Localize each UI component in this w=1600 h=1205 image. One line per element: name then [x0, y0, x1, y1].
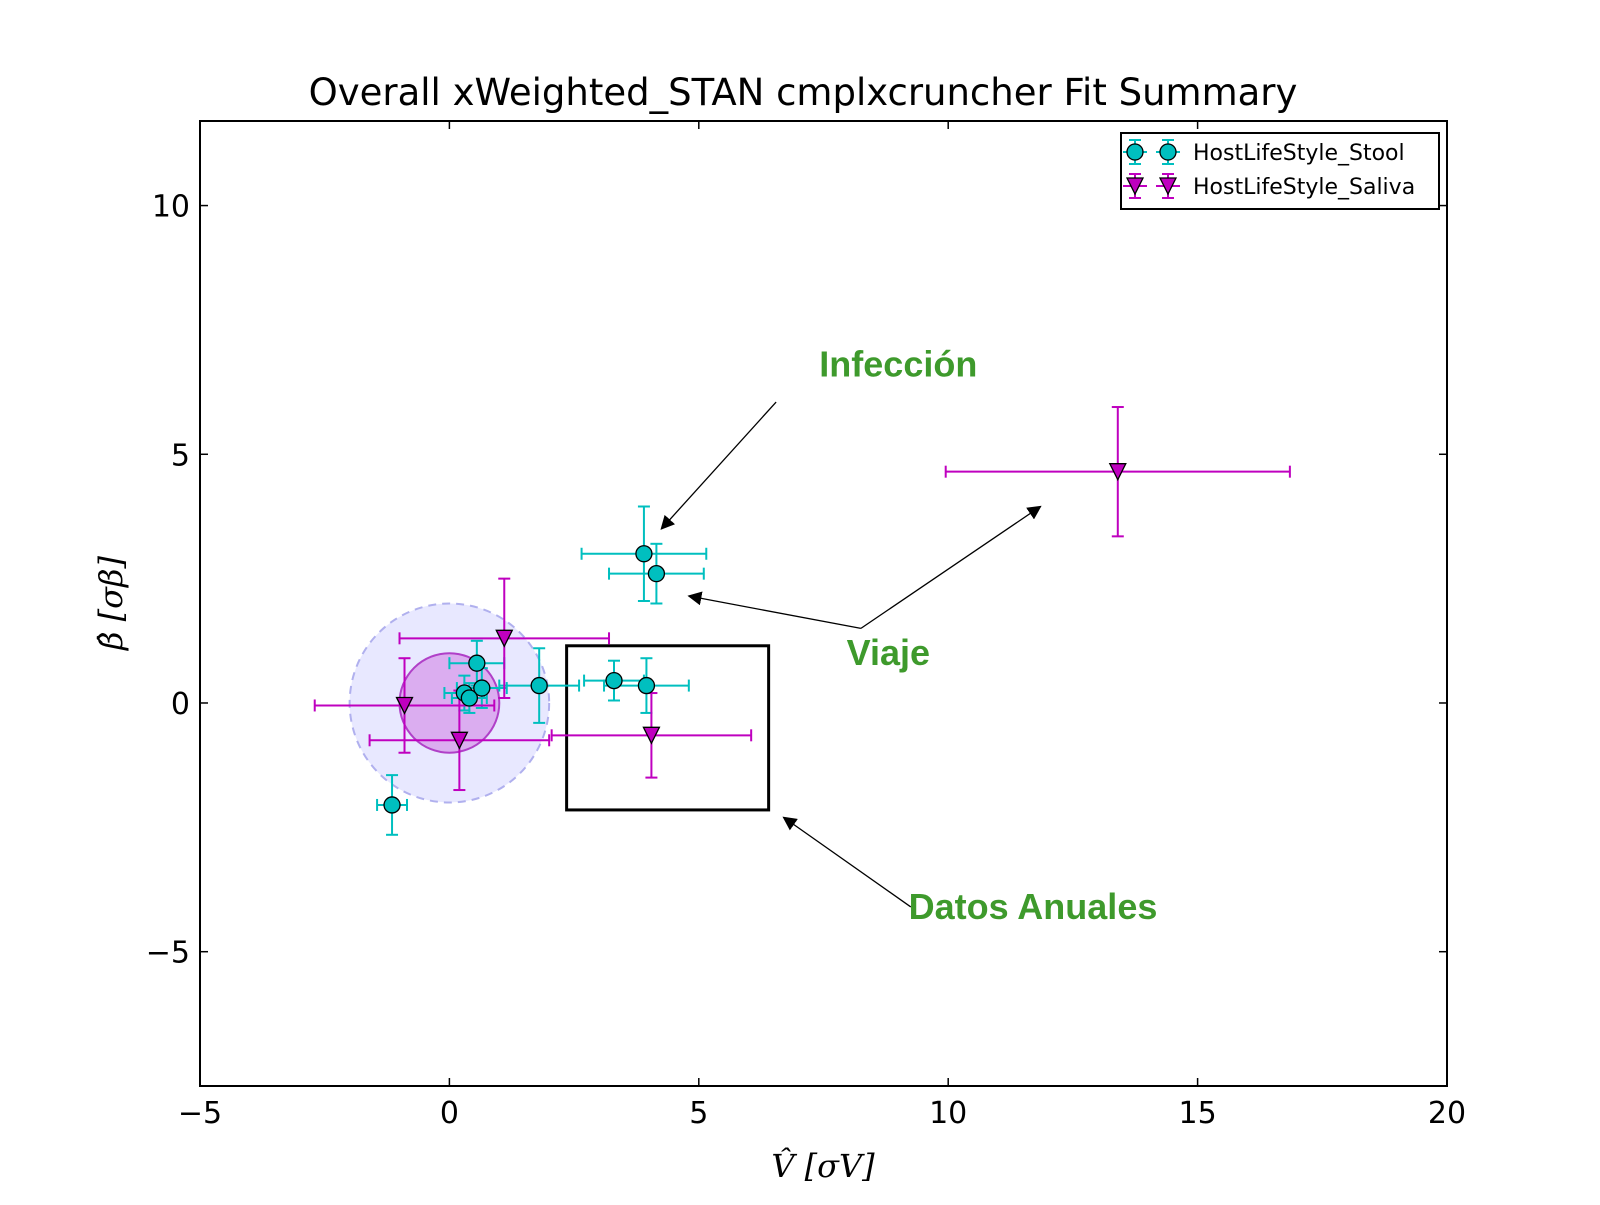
legend-marker: [1158, 177, 1178, 196]
x-tick-label: 0: [440, 1096, 459, 1131]
y-tick-label: 10: [152, 190, 190, 225]
x-tick-label: 10: [929, 1096, 967, 1131]
annotation-label: Infección: [819, 344, 977, 385]
annotation-label: Datos Anuales: [909, 886, 1158, 927]
legend-entry-1: HostLifeStyle_Saliva: [1123, 173, 1415, 200]
points-HostLifeStyle_Saliva: [395, 463, 1127, 750]
data-point-circle: [530, 676, 548, 695]
data-point-circle: [473, 679, 491, 697]
y-tick-label: −5: [146, 936, 190, 971]
data-point-circle: [647, 565, 666, 583]
legend-marker: [1126, 143, 1144, 161]
annotation-arrow: [782, 816, 912, 908]
annotation-arrow: [860, 505, 1042, 629]
x-tick-label: 20: [1428, 1096, 1466, 1131]
data-point-circle: [468, 654, 486, 672]
x-tick-label: 5: [689, 1096, 708, 1131]
data-point-circle: [637, 676, 656, 695]
points-HostLifeStyle_Stool: [383, 545, 666, 814]
data-point-triangle: [642, 726, 661, 745]
axis-ticks: −5 0 5 10 15 20 −5 0 5 10: [146, 121, 1466, 1131]
legend-box: [1120, 132, 1440, 210]
background-shapes: [348, 602, 771, 812]
annotation-1: Viaje: [687, 505, 1042, 673]
chart-title: Overall xWeighted_STAN cmplxcruncher Fit…: [309, 71, 1298, 114]
data-point-triangle: [495, 629, 514, 648]
annotation-2: Datos Anuales: [782, 816, 1158, 927]
data-point-circle: [635, 545, 653, 563]
x-axis-label: V̂ [σV]: [771, 1147, 875, 1185]
data-points: [383, 463, 1127, 814]
annotations: Infección Viaje Datos Anuales: [660, 344, 1158, 927]
plot-area-frame: [199, 120, 1448, 1087]
annotation-label: Viaje: [847, 632, 930, 673]
data-point-circle: [460, 689, 479, 707]
annotation-0: Infección: [660, 344, 977, 530]
highlight-box: [565, 644, 771, 812]
data-point-triangle: [450, 731, 469, 750]
data-point-triangle: [395, 696, 414, 715]
legend-label: HostLifeStyle_Stool: [1193, 141, 1405, 166]
legend-marker: [1125, 177, 1145, 196]
legend-label: HostLifeStyle_Saliva: [1193, 175, 1415, 200]
legend: HostLifeStyle_Stool HostLifeStyle_Saliva: [1120, 132, 1440, 210]
y-tick-label: 0: [171, 687, 190, 722]
annotation-arrow: [687, 591, 862, 630]
data-point-circle: [605, 671, 623, 690]
data-point-triangle: [1108, 463, 1127, 482]
y-tick-label: 5: [171, 438, 190, 473]
y-axis-label: β̂ [σβ]: [92, 555, 130, 651]
x-tick-label: −5: [178, 1096, 222, 1131]
data-point-circle: [383, 796, 401, 814]
legend-marker: [1159, 143, 1177, 161]
annotation-arrow: [660, 401, 777, 530]
legend-entry-0: HostLifeStyle_Stool: [1123, 139, 1405, 166]
x-tick-label: 15: [1179, 1096, 1217, 1131]
